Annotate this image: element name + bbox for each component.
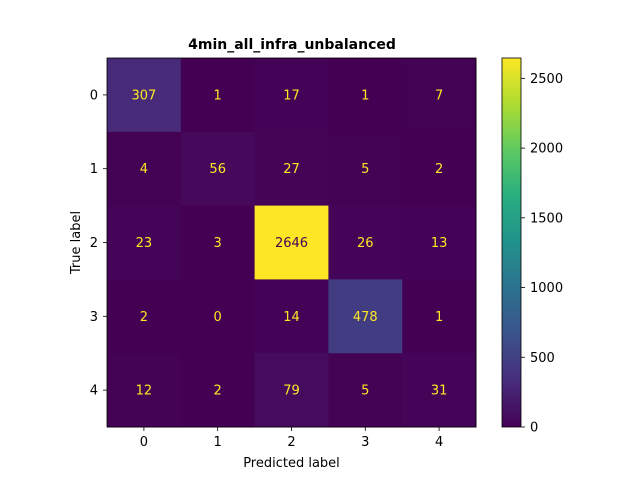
colorbar-ticks: 0 500 1000 1500 2000 2500: [521, 72, 563, 436]
heatmap-cell: [180, 58, 256, 133]
cell-value-label: 1: [435, 310, 443, 325]
cell-value-label: 5: [361, 384, 369, 399]
cell-value-label: 3: [214, 236, 222, 251]
heatmap-cell: [180, 205, 256, 280]
colorbar-tick-label: 500: [530, 351, 555, 366]
heatmap-cell: [107, 279, 182, 354]
cell-value-label: 2: [140, 310, 148, 325]
heatmap-cell: [107, 205, 182, 280]
y-tick-label: 1: [90, 162, 98, 177]
heatmap-cell: [402, 353, 477, 428]
heatmap-cell: [107, 131, 182, 207]
x-tick-label: 0: [140, 435, 148, 450]
cell-value-label: 1: [361, 88, 369, 103]
heatmap-cell: [180, 353, 256, 428]
heatmap-cell: [254, 131, 329, 207]
y-tick-label: 3: [90, 310, 98, 325]
y-tick-label: 0: [90, 88, 98, 103]
x-tick-label: 4: [435, 435, 443, 450]
cell-value-label: 27: [283, 162, 300, 177]
cell-value-label: 14: [283, 310, 300, 325]
heatmap-cells: [107, 58, 477, 428]
heatmap-cell: [402, 279, 477, 354]
cell-value-label: 79: [283, 384, 300, 399]
colorbar-tick-label: 1500: [530, 211, 563, 226]
cell-value-label: 1: [214, 88, 222, 103]
x-tick-label: 1: [214, 435, 222, 450]
cell-value-labels: 307 1 17 1 74 56 27 5 223 3 2646 26 132 0 14 478 112 2 79 5…: [131, 88, 447, 398]
colorbar-tick-label: 0: [530, 421, 538, 436]
cell-value-label: 4: [140, 162, 148, 177]
cell-value-label: 307: [131, 88, 156, 103]
y-tick-label: 2: [90, 236, 98, 251]
x-axis-label: Predicted label: [243, 456, 340, 471]
colorbar-tick-label: 2000: [530, 142, 563, 157]
x-axis-ticks: 0 1 2 3 4: [140, 427, 443, 450]
cell-value-label: 7: [435, 88, 443, 103]
heatmap-cell: [254, 58, 329, 133]
heatmap-cell: [254, 205, 329, 280]
x-tick-label: 3: [361, 435, 369, 450]
y-tick-label: 4: [90, 384, 98, 399]
colorbar: [501, 57, 522, 428]
heatmap-cell: [254, 353, 329, 428]
heatmap-cell: [107, 58, 182, 133]
heatmap-cell: [180, 131, 256, 207]
cell-value-label: 5: [361, 162, 369, 177]
cell-value-label: 31: [431, 384, 448, 399]
heatmap-cell: [402, 205, 477, 280]
heatmap-cell: [328, 58, 403, 133]
y-axis-label: True label: [69, 211, 84, 275]
heatmap-cell: [107, 353, 182, 428]
heatmap-cell: [402, 131, 477, 207]
colorbar-tick-label: 1000: [530, 281, 563, 296]
cell-value-label: 2: [435, 162, 443, 177]
chart-title: 4min_all_infra_unbalanced: [188, 37, 396, 53]
cell-value-label: 0: [214, 310, 222, 325]
x-tick-label: 2: [287, 435, 295, 450]
heatmap-cell: [402, 58, 477, 133]
heatmap-cell: [180, 279, 256, 354]
heatmap-cell: [254, 279, 329, 354]
cell-value-label: 17: [283, 88, 300, 103]
cell-value-label: 478: [353, 310, 378, 325]
cell-value-label: 2646: [275, 236, 308, 251]
heatmap-cell: [328, 353, 403, 428]
colorbar-tick-label: 2500: [530, 72, 563, 87]
heatmap-cell: [328, 205, 403, 280]
heatmap-cell: [328, 131, 403, 207]
heatmap-cell: [328, 279, 403, 354]
cell-value-label: 56: [209, 162, 226, 177]
y-axis-ticks: 0 1 2 3 4: [90, 88, 107, 399]
cell-value-label: 2: [214, 384, 222, 399]
cell-value-label: 12: [136, 384, 153, 399]
cell-value-label: 23: [136, 236, 153, 251]
cell-value-label: 13: [431, 236, 448, 251]
cell-value-label: 26: [357, 236, 374, 251]
